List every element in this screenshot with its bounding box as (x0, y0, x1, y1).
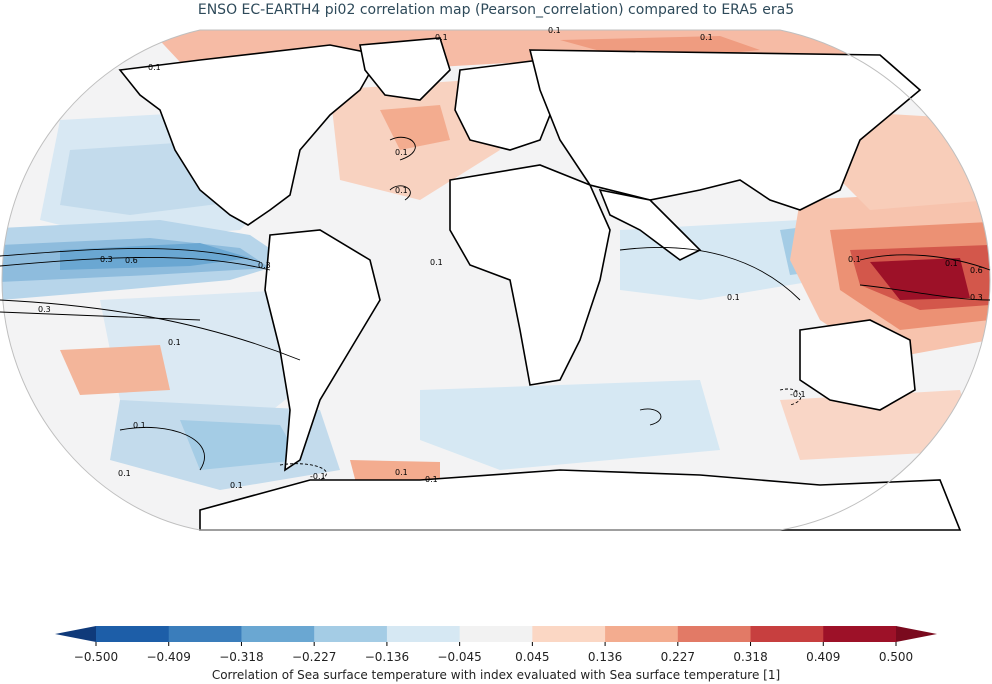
colorbar-cell (677, 626, 752, 642)
colorbar-cells (96, 626, 897, 642)
colorbar-ticks (95, 642, 897, 646)
colorbar-cell (459, 626, 533, 642)
colorbar-cell (96, 626, 170, 642)
colorbar-cell (605, 626, 679, 642)
contour-label: 0.1 (230, 481, 243, 490)
contour-label: -0.1 (310, 472, 326, 481)
contour-label: 0.6 (970, 266, 983, 275)
colorbar-tick-label: 0.409 (806, 650, 841, 664)
contour-label: -0.1 (790, 390, 806, 399)
colorbar-cell (168, 626, 242, 642)
colorbar-tick-label: 0.227 (660, 650, 695, 664)
colorbar-cell (241, 626, 315, 642)
colorbar (55, 626, 937, 646)
map-title: ENSO EC-EARTH4 pi02 correlation map (Pea… (197, 2, 795, 18)
contour-label: 0.3 (970, 293, 983, 302)
contour-label: 0.3 (38, 305, 51, 314)
contour-label: 0.1 (395, 468, 408, 477)
colorbar-tick-label: −0.500 (73, 650, 119, 664)
colorbar-caption: Correlation of Sea surface temperature w… (211, 668, 781, 682)
colorbar-cell (386, 626, 461, 642)
contour-label: 0.6 (125, 256, 138, 265)
colorbar-cell (823, 626, 897, 642)
colorbar-tick-label: 0.318 (733, 650, 768, 664)
contour-label: 0.1 (133, 421, 146, 430)
contour-label: 0.1 (435, 33, 448, 42)
contour-lines (0, 136, 991, 481)
contour-label: 0.1 (945, 259, 958, 268)
colorbar-extend-high (896, 626, 937, 642)
contour-label: 0.1 (395, 148, 408, 157)
contour-label: 0.1 (425, 475, 438, 484)
colorbar-tick-label: −0.045 (437, 650, 482, 664)
contour-label: 0.1 (848, 255, 861, 264)
continents (118, 37, 962, 531)
contour-label: 0.1 (700, 33, 713, 42)
contour-label-group: 0.1 0.1 0.1 0.1 0.1 0.1 0.3 0.6 0.3 0.3 … (38, 26, 983, 490)
colorbar-tick-label: 0.500 (878, 650, 914, 664)
colorbar-extend-low (55, 626, 96, 642)
colorbar-cell (314, 626, 388, 642)
contour-label: 0.1 (430, 258, 443, 267)
globe-outline (1, 29, 991, 531)
colorbar-cell (750, 626, 824, 642)
colorbar-tick-label: −0.318 (219, 650, 264, 664)
colorbar-tick-label: −0.409 (146, 650, 191, 664)
colorbar-tick-label: −0.227 (291, 650, 337, 664)
contour-label: 0.1 (727, 293, 740, 302)
contour-label: 0.1 (168, 338, 181, 347)
colorbar-cell (532, 626, 606, 642)
contour-label: 0.3 (258, 261, 271, 270)
correlation-map: 0.1 0.1 0.1 0.1 0.1 0.1 0.3 0.6 0.3 0.3 … (0, 26, 991, 531)
contour-label: 0.1 (148, 63, 161, 72)
contour-label: 0.3 (100, 255, 113, 264)
colorbar-tick-label: 0.136 (587, 650, 623, 664)
contour-label: 0.1 (395, 186, 408, 195)
colorbar-tick-label: −0.136 (364, 650, 410, 664)
colorbar-tick-label: 0.045 (515, 650, 550, 664)
contour-label: 0.1 (118, 469, 131, 478)
contour-label: 0.1 (548, 26, 561, 35)
